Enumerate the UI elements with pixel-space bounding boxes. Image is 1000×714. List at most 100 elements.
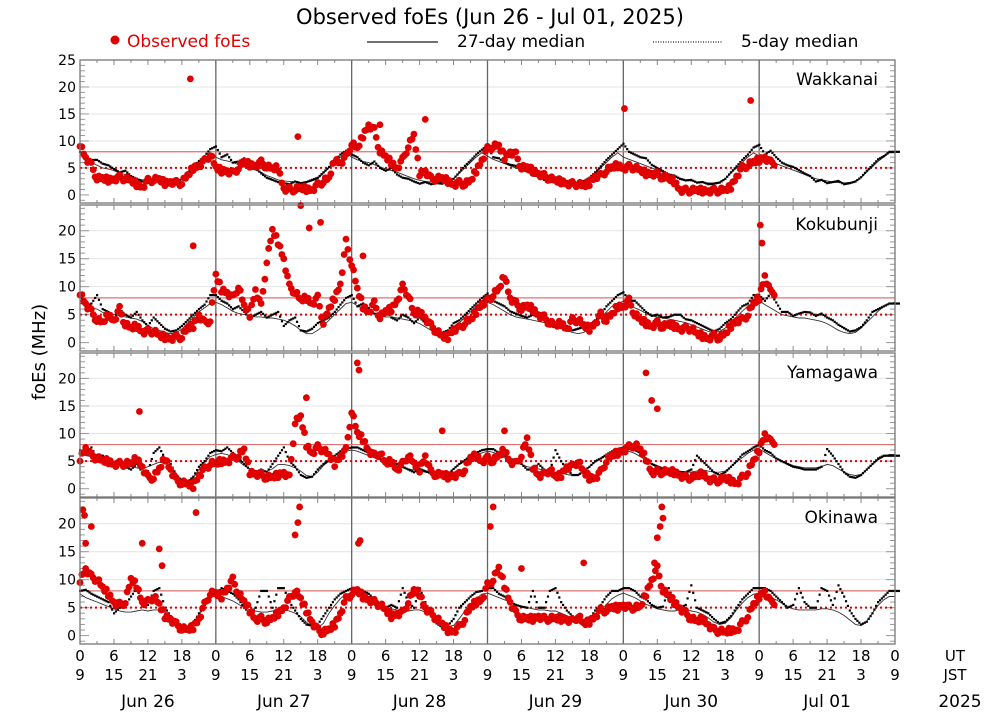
observed-point	[565, 325, 573, 333]
observed-point	[293, 288, 301, 296]
median5-point	[409, 318, 412, 321]
median5-point	[784, 163, 787, 166]
median5-point	[822, 179, 825, 183]
median5-point	[367, 306, 370, 310]
day-label: Jun 30	[663, 692, 718, 712]
median5-point	[207, 150, 210, 153]
observed-point	[656, 523, 664, 530]
median5-point	[454, 175, 457, 178]
median5-point	[339, 592, 342, 595]
median5-point	[361, 449, 365, 452]
observed-point	[248, 608, 256, 616]
observed-point	[644, 458, 652, 465]
observed-point	[231, 580, 239, 588]
observed-point	[580, 559, 588, 567]
median5-point	[197, 159, 201, 163]
median5-point	[214, 449, 218, 452]
observed-point	[294, 133, 302, 141]
median5-point	[586, 467, 589, 470]
median5-point	[846, 182, 850, 185]
median5-point	[895, 454, 899, 457]
median5-point	[609, 591, 612, 594]
median5-point	[578, 472, 582, 475]
median5-point	[807, 174, 810, 177]
observed-point	[418, 593, 425, 601]
median5-point	[195, 468, 199, 472]
observed-point	[331, 297, 339, 305]
median5-point	[284, 322, 287, 326]
median5-point	[231, 592, 235, 595]
median5-point	[803, 468, 806, 471]
median5-point	[705, 326, 708, 329]
median5-point	[260, 589, 263, 593]
median5-point	[426, 470, 429, 474]
median5-point	[273, 312, 276, 315]
median5-point	[350, 153, 353, 156]
median5-point	[184, 321, 187, 324]
median5-point	[429, 183, 433, 186]
observed-point	[602, 459, 610, 466]
median5-point	[482, 448, 485, 451]
observed-point	[304, 442, 312, 450]
median5-point	[558, 456, 561, 459]
median5-point	[803, 601, 806, 604]
median5-point	[241, 461, 244, 464]
median5-point	[337, 305, 340, 309]
observed-point	[621, 303, 629, 311]
x-tick-label-jst: 3	[585, 666, 595, 684]
median5-point	[211, 294, 214, 297]
median5-point	[233, 594, 236, 597]
median5-point	[367, 592, 370, 595]
observed-point	[259, 287, 267, 295]
median5-point	[726, 618, 729, 621]
median5-point	[739, 160, 742, 164]
median5-point	[346, 295, 350, 299]
y-tick-label: 0	[67, 482, 76, 498]
median5-point	[829, 599, 833, 602]
observed-series	[76, 75, 778, 197]
median5-point	[684, 603, 687, 607]
median5-point	[101, 308, 104, 311]
median5-point	[809, 468, 812, 471]
median5-point	[524, 315, 527, 319]
median5-point	[228, 590, 231, 593]
y-tick-label: 20	[58, 224, 76, 240]
median5-point	[95, 158, 99, 162]
median5-point	[267, 595, 270, 598]
median5-point	[324, 612, 327, 615]
median5-point	[722, 472, 725, 475]
median5-point	[205, 457, 208, 460]
median5-point	[122, 170, 125, 173]
median5-point	[814, 468, 817, 471]
median5-point	[541, 466, 544, 469]
median5-point	[705, 463, 708, 467]
x-row-label-ut: UT	[945, 647, 966, 665]
median5-point	[805, 602, 808, 606]
median5-point	[860, 176, 863, 179]
median5-point	[886, 303, 889, 306]
median5-point	[850, 330, 853, 333]
median5-point	[273, 600, 276, 603]
median5-point	[841, 325, 844, 329]
median5-point	[95, 294, 99, 297]
observed-point	[372, 304, 380, 312]
median5-point	[214, 294, 218, 297]
median5-point	[639, 305, 642, 308]
observed-point	[357, 431, 365, 438]
observed-point	[327, 170, 335, 178]
median5-point	[773, 455, 776, 458]
median5-point	[173, 329, 176, 332]
observed-point	[367, 308, 374, 316]
median5-point	[258, 595, 261, 598]
median5-point	[771, 591, 774, 594]
median5-point	[571, 329, 574, 332]
observed-point	[361, 437, 369, 445]
median5-point	[812, 468, 816, 471]
median5-point	[846, 474, 850, 477]
observed-point	[402, 150, 410, 157]
x-tick-label-ut: 6	[381, 647, 391, 665]
median5-point	[318, 620, 321, 623]
median5-point	[839, 587, 842, 591]
median5-point	[722, 323, 725, 327]
median5-point	[295, 612, 299, 615]
